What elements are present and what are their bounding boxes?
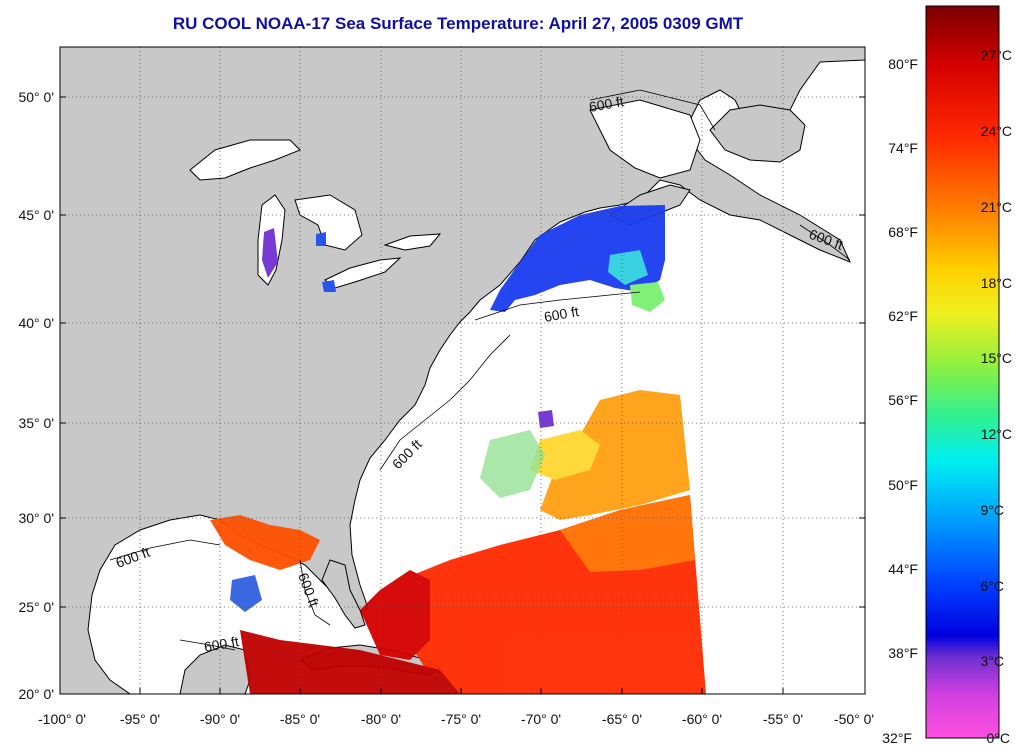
map-frame (59, 46, 866, 695)
colorbar-c-label: 15°C (981, 350, 1012, 366)
longitude-labels: -100° 0' -95° 0' -90° 0' -85° 0' -80° 0'… (38, 711, 874, 727)
sst-gulf-patches (210, 515, 320, 570)
colorbar-c-label: 0°C (987, 730, 1011, 746)
isobath-contours (109, 89, 851, 651)
colorbar-f-label: 32°F (882, 730, 912, 746)
sst-gulf-red (240, 630, 460, 694)
lon-label: -100° 0' (38, 711, 86, 727)
sst-gulf-of-maine (490, 205, 665, 312)
colorbar-c-labels: 27°C 24°C 21°C 18°C 15°C 12°C 9°C 6°C 3°… (981, 47, 1013, 746)
sst-florida-straits (360, 570, 430, 660)
lat-label: 45° 0' (18, 207, 54, 223)
sst-orange-mid (560, 495, 695, 572)
lon-label: -65° 0' (602, 711, 642, 727)
colorbar-c-label: 21°C (981, 199, 1012, 215)
lon-label: -70° 0' (521, 711, 561, 727)
colorbar-c-label: 24°C (981, 123, 1012, 139)
lat-label: 25° 0' (18, 599, 54, 615)
contour-label: 600 ft (588, 93, 625, 115)
contour-label: 600 ft (543, 303, 580, 325)
sst-gulf-blue (230, 575, 262, 612)
colorbar-f-label: 38°F (888, 645, 918, 661)
lake-superior (189, 139, 301, 181)
colorbar-f-label: 50°F (888, 477, 918, 493)
lat-label: 35° 0' (18, 415, 54, 431)
florida-peninsula (321, 559, 366, 629)
lon-label: -50° 0' (834, 711, 874, 727)
map-title: RU COOL NOAA-17 Sea Surface Temperature:… (172, 14, 744, 33)
sst-lake-huron-blue (316, 232, 326, 246)
sst-data (210, 205, 706, 694)
lon-label: -85° 0' (280, 711, 320, 727)
latitude-labels: 50° 0' 45° 0' 40° 0' 35° 0' 30° 0' 25° 0… (18, 89, 54, 702)
newfoundland-land (709, 104, 806, 163)
lat-label: 50° 0' (18, 89, 54, 105)
colorbar-f-label: 56°F (888, 392, 918, 408)
lon-label: -55° 0' (763, 711, 803, 727)
gulf-of-st-lawrence (589, 99, 701, 179)
sst-warm-atlantic (540, 390, 690, 520)
lon-label: -80° 0' (361, 711, 401, 727)
lake-ontario (383, 233, 442, 251)
sst-purple-spot (538, 410, 554, 428)
contour-label: 600 ft (203, 633, 240, 655)
lat-label: 30° 0' (18, 510, 54, 526)
lon-label: -75° 0' (441, 711, 481, 727)
sst-mixed-cloud-edge (480, 430, 545, 498)
colorbar-c-label: 6°C (981, 578, 1005, 594)
sst-yellow-streaks (530, 430, 600, 480)
yucatan-land (179, 644, 251, 694)
sst-patch-cyan (608, 250, 648, 285)
sst-lake-michigan-purple (262, 228, 278, 278)
lon-label: -60° 0' (682, 711, 722, 727)
lat-label: 40° 0' (18, 315, 54, 331)
colorbar (925, 5, 1000, 739)
colorbar-c-label: 27°C (981, 47, 1012, 63)
lat-label: 20° 0' (18, 686, 54, 702)
lon-label: -90° 0' (200, 711, 240, 727)
colorbar-f-label: 62°F (888, 308, 918, 324)
sst-lake-erie-blue (322, 280, 336, 292)
axis-ticks (60, 96, 865, 694)
colorbar-f-label: 74°F (888, 140, 918, 156)
lake-huron (294, 194, 363, 251)
lon-label: -95° 0' (120, 711, 160, 727)
colorbar-f-label: 80°F (888, 56, 918, 72)
colorbar-c-label: 3°C (981, 653, 1005, 669)
colorbar-f-labels: 80°F 74°F 68°F 62°F 56°F 50°F 44°F 38°F … (882, 56, 918, 746)
sst-patch-green (630, 282, 665, 312)
colorbar-f-label: 44°F (888, 561, 918, 577)
colorbar-f-label: 68°F (888, 224, 918, 240)
colorbar-c-label: 12°C (981, 426, 1012, 442)
lake-erie (324, 257, 402, 289)
colorbar-c-label: 9°C (981, 502, 1005, 518)
colorbar-c-label: 18°C (981, 275, 1012, 291)
